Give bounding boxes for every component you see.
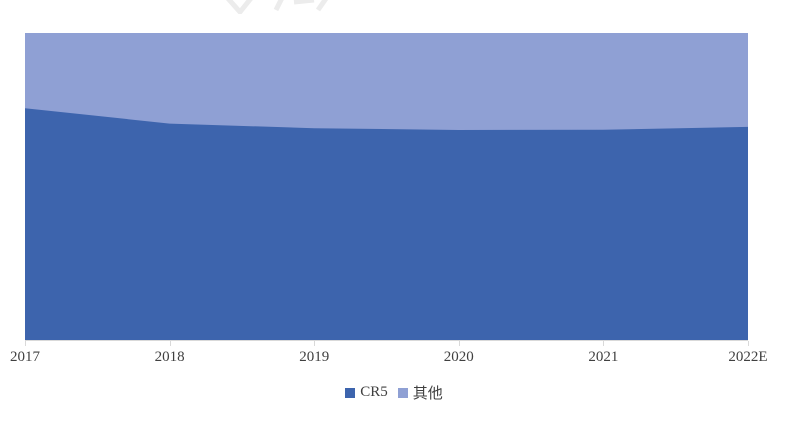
x-axis-labels: 2017 2018 2019 2020 2021 2022E (0, 349, 788, 369)
x-axis-tick (314, 341, 316, 346)
x-axis-label-2017: 2017 (10, 349, 40, 365)
stacked-area-plot (25, 33, 748, 340)
x-axis-label-2018: 2018 (154, 349, 185, 365)
legend-label-cr5: CR5 (360, 384, 388, 400)
area-series-svg (25, 33, 748, 340)
x-axis-label-2021: 2021 (588, 349, 619, 365)
x-axis-tick (25, 341, 26, 346)
legend-swatch-其他 (397, 387, 408, 398)
legend-item-其他: 其他 (397, 382, 443, 403)
x-axis-tick (748, 341, 749, 346)
area-series-cr5 (25, 108, 748, 340)
x-axis-tick (458, 341, 460, 346)
watermark-fragment (225, 0, 329, 14)
legend-swatch-cr5 (345, 387, 356, 398)
x-axis-label-2022e: 2022E (728, 349, 768, 365)
chart-legend: CR5 其他 (0, 382, 788, 403)
legend-item-cr5: CR5 (345, 384, 388, 401)
x-axis-tick (603, 341, 605, 346)
x-axis-tick (169, 341, 171, 346)
x-axis-label-2020: 2020 (443, 349, 474, 365)
x-axis-line (25, 340, 748, 341)
legend-label-其他: 其他 (412, 386, 443, 402)
x-axis-label-2019: 2019 (299, 349, 330, 365)
